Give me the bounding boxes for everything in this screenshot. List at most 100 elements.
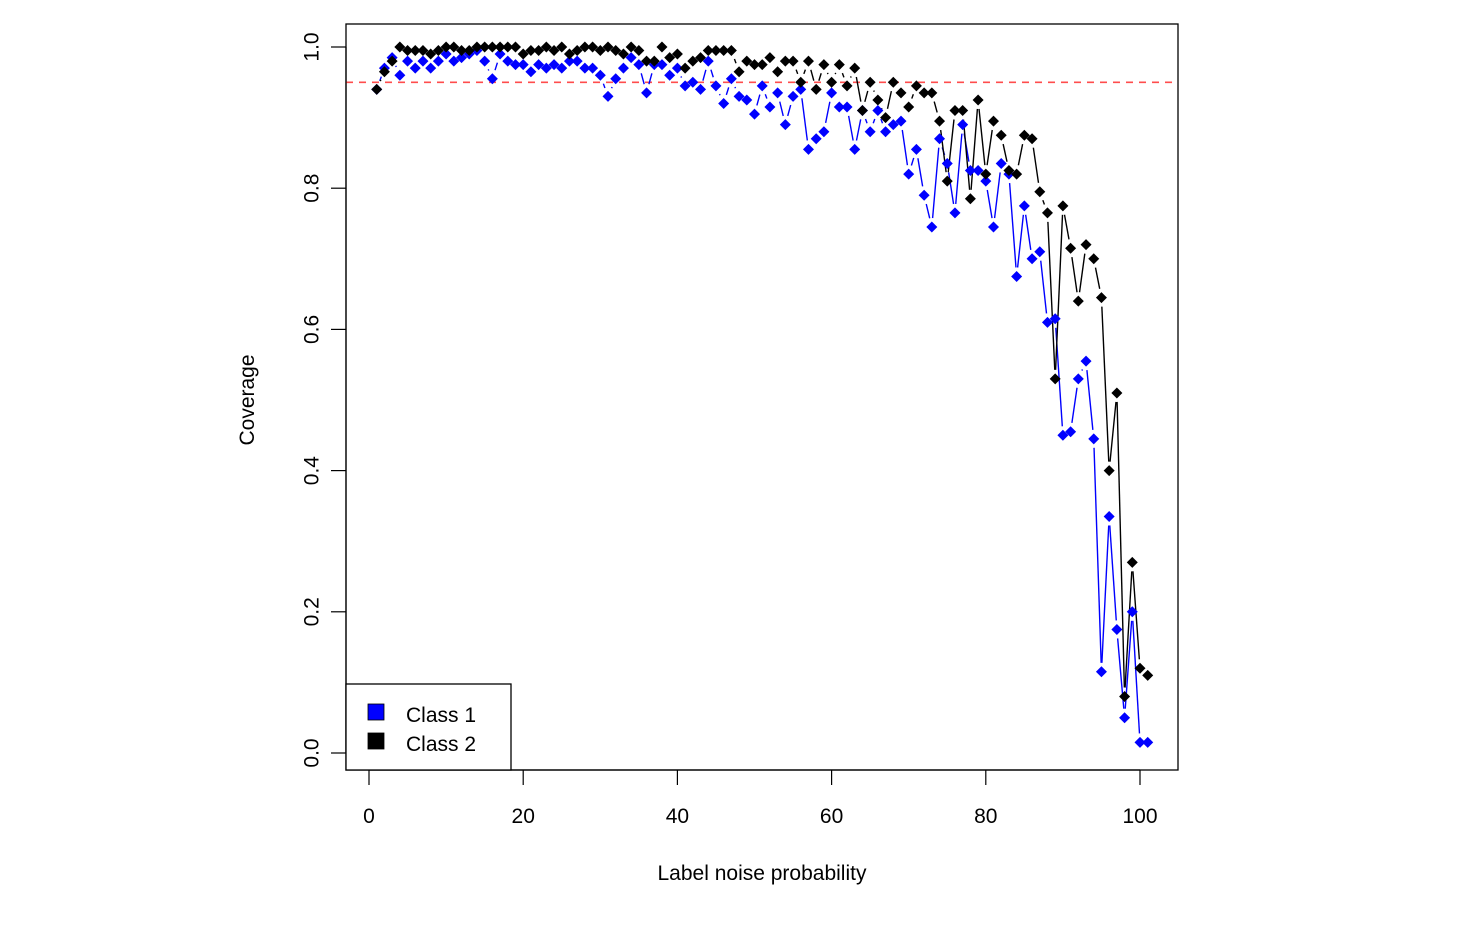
data-point-diamond [502,41,514,53]
data-point-diamond [641,87,653,99]
data-point-diamond [664,52,676,64]
data-point-diamond [880,126,892,138]
data-point-diamond [1126,606,1138,618]
data-point-diamond [926,221,938,233]
data-point-diamond [957,105,969,117]
data-point-diamond [656,59,668,71]
data-point-diamond [1111,623,1123,635]
data-point-diamond [926,87,938,99]
data-point-diamond [949,105,961,117]
data-point-diamond [972,165,984,177]
data-point-diamond [1142,669,1154,681]
data-point-diamond [386,55,398,67]
data-point-diamond [402,45,414,57]
data-point-diamond [718,97,730,109]
data-point-diamond [841,80,853,92]
data-point-diamond [1011,270,1023,282]
data-point-diamond [1026,133,1038,145]
data-point-diamond [764,52,776,64]
x-tick-label: 100 [1122,805,1157,828]
y-tick-label: 1.0 [301,32,324,61]
data-point-diamond [849,62,861,74]
data-point-diamond [818,126,830,138]
data-point-diamond [1011,168,1023,180]
data-point-diamond [1026,253,1038,265]
data-point-diamond [471,41,483,53]
data-point-diamond [525,45,537,57]
data-point-diamond [517,59,529,71]
data-point-diamond [1041,207,1053,219]
data-point-diamond [702,45,714,57]
data-point-diamond [887,76,899,88]
data-point-diamond [679,62,691,74]
data-point-diamond [664,69,676,81]
data-point-diamond [509,59,521,71]
data-point-diamond [903,168,915,180]
data-point-diamond [409,62,421,74]
data-point-diamond [764,101,776,113]
data-point-diamond [779,55,791,67]
legend-swatch-class-2 [367,732,385,750]
x-tick-label: 80 [974,805,997,828]
data-point-diamond [494,48,506,60]
data-point-diamond [934,133,946,145]
data-point-diamond [1142,736,1154,748]
data-point-diamond [432,45,444,57]
data-point-diamond [563,55,575,67]
data-point-diamond [1057,429,1069,441]
data-point-diamond [903,101,915,113]
data-point-diamond [1103,465,1115,477]
data-point-diamond [1095,666,1107,678]
data-point-diamond [671,62,683,74]
data-point-diamond [802,143,814,155]
data-point-diamond [733,66,745,78]
data-point-diamond [772,87,784,99]
data-point-diamond [795,83,807,95]
x-axis: 0 20 40 60 80 100 [363,769,1158,828]
data-point-diamond [594,69,606,81]
data-point-diamond [432,55,444,67]
data-point-diamond [934,115,946,127]
data-point-diamond [1065,242,1077,254]
data-point-diamond [494,41,506,53]
data-point-diamond [1119,691,1131,703]
data-point-diamond [556,62,568,74]
data-point-diamond [656,41,668,53]
data-point-diamond [502,55,514,67]
data-point-diamond [679,80,691,92]
x-tick-label: 20 [512,805,535,828]
legend-label-class-2: Class 2 [406,733,476,756]
data-point-diamond [864,126,876,138]
data-point-diamond [941,175,953,187]
data-point-diamond [872,94,884,106]
data-point-diamond [409,45,421,57]
data-point-diamond [486,41,498,53]
data-point-diamond [980,168,992,180]
data-point-diamond [394,41,406,53]
data-point-diamond [579,62,591,74]
data-point-diamond [725,73,737,85]
data-point-diamond [548,45,560,57]
data-point-diamond [378,66,390,78]
data-point-diamond [571,55,583,67]
data-point-diamond [772,66,784,78]
data-point-diamond [417,45,429,57]
data-point-diamond [371,83,383,95]
data-point-diamond [818,59,830,71]
data-point-diamond [810,83,822,95]
x-tick-label: 40 [666,805,689,828]
data-point-diamond [1088,433,1100,445]
data-point-diamond [880,112,892,124]
data-point-diamond [710,80,722,92]
data-point-diamond [972,94,984,106]
data-point-diamond [1095,292,1107,304]
data-point-diamond [687,76,699,88]
data-point-diamond [548,59,560,71]
data-point-diamond [1034,246,1046,258]
data-point-diamond [741,94,753,106]
data-point-diamond [517,48,529,60]
data-point-diamond [1111,387,1123,399]
series-2-markers [371,41,1154,703]
series-lines [379,58,1141,734]
data-point-diamond [587,41,599,53]
